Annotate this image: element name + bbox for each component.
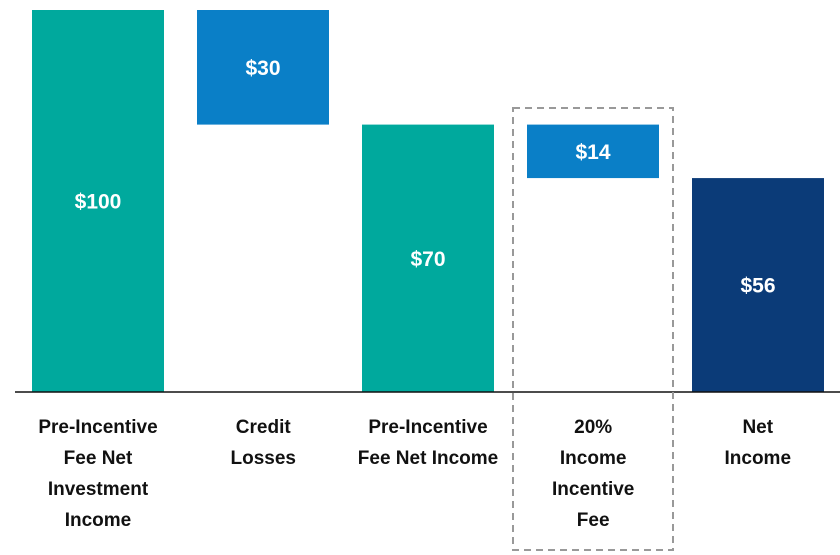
value-label: $100 xyxy=(75,191,122,214)
category-label: 20% Income Incentive Fee xyxy=(552,417,635,531)
category-label: Pre-Incentive Fee Net Investment Income xyxy=(38,417,158,531)
bar xyxy=(362,124,494,392)
value-label: $14 xyxy=(575,141,610,164)
bar xyxy=(692,178,824,392)
category-label: Credit Losses xyxy=(230,417,296,469)
value-label: $70 xyxy=(410,248,445,271)
value-label: $30 xyxy=(245,57,280,80)
bar xyxy=(527,124,659,179)
value-label: $56 xyxy=(740,275,775,298)
category-label: Net Income xyxy=(724,417,792,469)
bar xyxy=(32,10,164,392)
bar xyxy=(197,10,329,125)
category-label: Pre-Incentive Fee Net Income xyxy=(357,417,499,469)
